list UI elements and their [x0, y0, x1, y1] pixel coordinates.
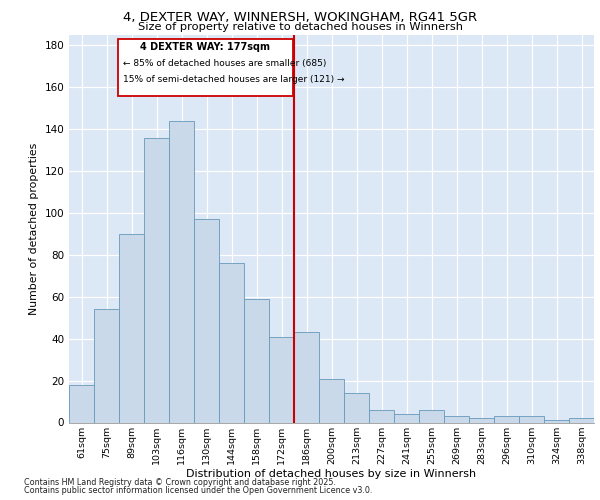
Bar	[444, 416, 469, 422]
Bar	[544, 420, 569, 422]
Bar	[469, 418, 494, 422]
Text: Contains HM Land Registry data © Crown copyright and database right 2025.: Contains HM Land Registry data © Crown c…	[24, 478, 336, 487]
X-axis label: Distribution of detached houses by size in Winnersh: Distribution of detached houses by size …	[187, 470, 476, 480]
Bar	[369, 410, 394, 422]
Text: 4, DEXTER WAY, WINNERSH, WOKINGHAM, RG41 5GR: 4, DEXTER WAY, WINNERSH, WOKINGHAM, RG41…	[123, 11, 477, 24]
Text: 4 DEXTER WAY: 177sqm: 4 DEXTER WAY: 177sqm	[140, 42, 270, 52]
Bar	[169, 121, 194, 422]
Text: 15% of semi-detached houses are larger (121) →: 15% of semi-detached houses are larger (…	[123, 75, 344, 84]
FancyBboxPatch shape	[118, 39, 293, 96]
Bar	[519, 416, 544, 422]
Bar	[569, 418, 594, 422]
Text: Contains public sector information licensed under the Open Government Licence v3: Contains public sector information licen…	[24, 486, 373, 495]
Bar	[419, 410, 444, 422]
Bar	[69, 385, 94, 422]
Y-axis label: Number of detached properties: Number of detached properties	[29, 142, 39, 315]
Bar	[269, 336, 294, 422]
Bar	[494, 416, 519, 422]
Text: Size of property relative to detached houses in Winnersh: Size of property relative to detached ho…	[137, 22, 463, 32]
Bar	[294, 332, 319, 422]
Bar	[119, 234, 144, 422]
Bar	[244, 299, 269, 422]
Bar	[194, 220, 219, 422]
Bar	[394, 414, 419, 422]
Bar	[94, 310, 119, 422]
Bar	[319, 378, 344, 422]
Bar	[219, 264, 244, 422]
Bar	[144, 138, 169, 422]
Text: ← 85% of detached houses are smaller (685): ← 85% of detached houses are smaller (68…	[123, 59, 326, 68]
Bar	[344, 393, 369, 422]
